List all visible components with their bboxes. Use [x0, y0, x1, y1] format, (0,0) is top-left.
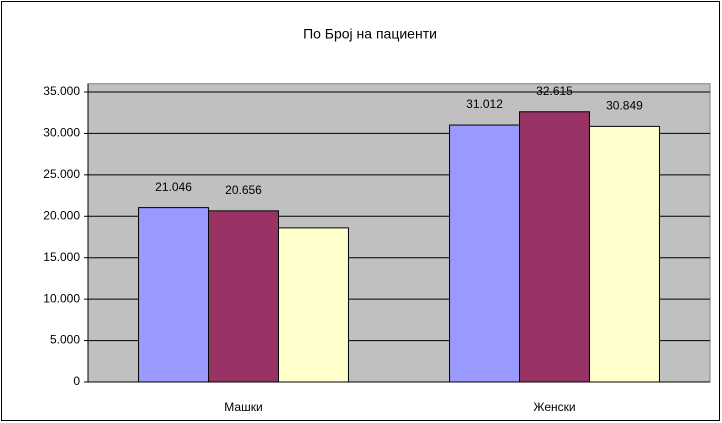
- data-label: 21.046: [155, 180, 192, 194]
- y-tick-label: 0: [73, 374, 80, 388]
- data-label: 32.615: [536, 84, 573, 98]
- data-label: 30.849: [606, 99, 643, 113]
- y-tick-label: 35.000: [43, 84, 80, 98]
- bar: [138, 207, 210, 383]
- bar: [449, 124, 521, 383]
- y-tick-label: 10.000: [43, 291, 80, 305]
- y-tick-label: 15.000: [43, 250, 80, 264]
- y-tick-label: 5.000: [50, 333, 80, 347]
- chart-title: По Број на пациенти: [303, 26, 437, 42]
- bar: [588, 125, 660, 383]
- bar: [519, 111, 590, 383]
- bar: [277, 227, 349, 383]
- y-tick-label: 30.000: [43, 126, 80, 140]
- y-tick-label: 25.000: [43, 167, 80, 181]
- x-tick-label: Машки: [224, 400, 262, 414]
- y-tick-label: 20.000: [43, 208, 80, 222]
- x-tick-label: Женски: [533, 400, 575, 414]
- data-label: 20.656: [225, 183, 262, 197]
- bar: [208, 210, 279, 383]
- data-label: 31.012: [466, 97, 503, 111]
